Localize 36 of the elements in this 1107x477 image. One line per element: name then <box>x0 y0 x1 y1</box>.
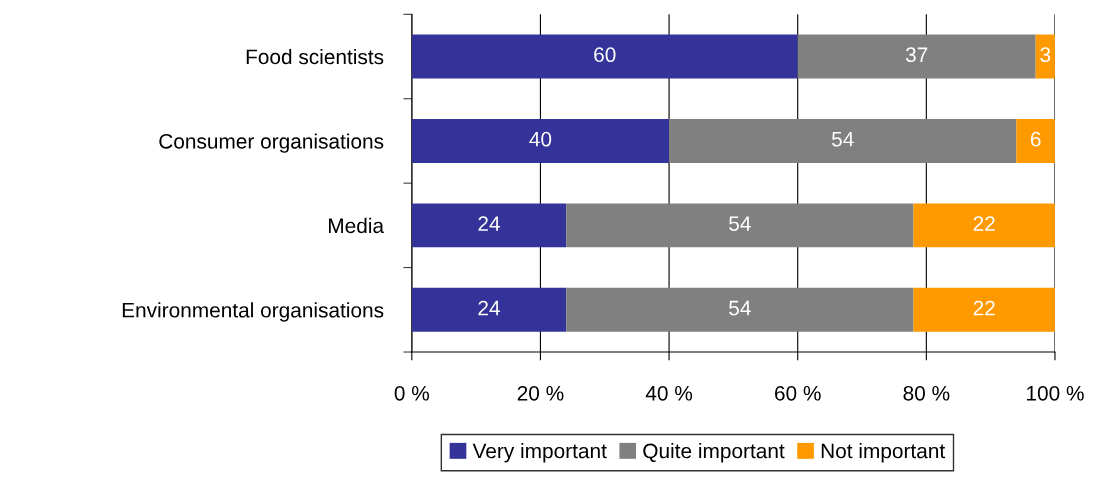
y-tick-label: Media <box>329 217 385 234</box>
bar <box>913 203 1055 248</box>
data-label: 22 <box>973 216 995 231</box>
y-tick-label: Environmental organisations <box>122 302 384 322</box>
x-tick-label: 60 % <box>775 385 821 401</box>
data-label: 54 <box>729 216 751 231</box>
x-tick-label: 100 % <box>1027 385 1084 401</box>
bar <box>411 203 567 248</box>
y-tick-label: Food scientists <box>246 48 384 65</box>
bar <box>411 34 798 79</box>
data-label: 54 <box>729 300 751 316</box>
x-tick-label: 20 % <box>517 385 564 401</box>
bar <box>913 287 1055 332</box>
bar <box>566 287 914 332</box>
bar <box>566 203 914 248</box>
x-tick-label: 40 % <box>645 385 693 401</box>
data-label: 24 <box>478 216 500 231</box>
x-tick-label: 0 % <box>394 385 430 401</box>
data-label: 22 <box>973 300 995 316</box>
data-label: 40 <box>529 131 552 147</box>
data-label: 54 <box>831 132 854 147</box>
data-label: 6 <box>1030 131 1041 147</box>
data-label: 60 <box>594 47 616 63</box>
legend-label: Not important <box>821 443 946 463</box>
bar <box>797 34 1036 79</box>
bar <box>411 287 567 332</box>
legend-label: Quite important <box>643 443 785 463</box>
bar <box>669 119 1017 163</box>
data-label: 3 <box>1040 47 1051 63</box>
x-tick-label: 80 % <box>903 385 950 401</box>
y-tick-label: Consumer organisations <box>159 133 384 153</box>
data-label: 37 <box>905 47 928 63</box>
bar <box>411 119 670 163</box>
bar <box>1016 119 1055 163</box>
data-label: 24 <box>478 300 500 316</box>
legend-label: Very important <box>472 443 607 463</box>
